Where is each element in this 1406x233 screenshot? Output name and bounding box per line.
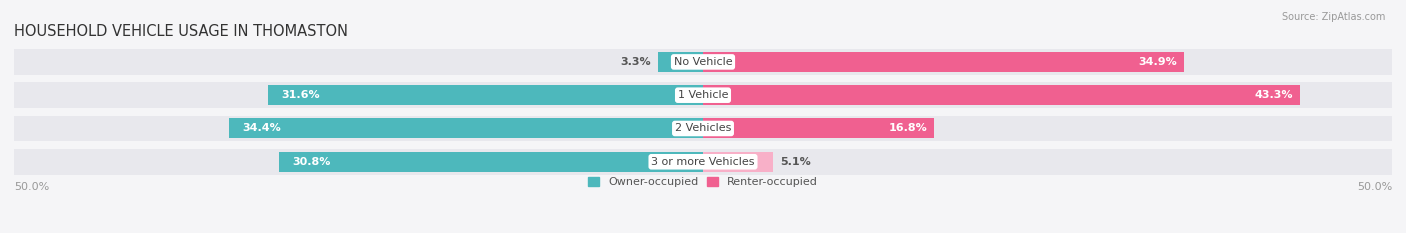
Bar [703,152,773,172]
Text: 2 Vehicles: 2 Vehicles [675,123,731,134]
Text: 1 Vehicle: 1 Vehicle [678,90,728,100]
Text: 31.6%: 31.6% [281,90,321,100]
Bar [703,119,935,138]
Bar [14,49,1392,75]
Bar [267,85,703,105]
Text: 43.3%: 43.3% [1254,90,1292,100]
Text: 50.0%: 50.0% [1357,182,1392,192]
Bar [14,82,1392,108]
Text: 5.1%: 5.1% [780,157,811,167]
Text: 30.8%: 30.8% [292,157,330,167]
Text: No Vehicle: No Vehicle [673,57,733,67]
Text: 3 or more Vehicles: 3 or more Vehicles [651,157,755,167]
Text: 50.0%: 50.0% [14,182,49,192]
Bar [14,116,1392,141]
Legend: Owner-occupied, Renter-occupied: Owner-occupied, Renter-occupied [588,177,818,187]
Text: HOUSEHOLD VEHICLE USAGE IN THOMASTON: HOUSEHOLD VEHICLE USAGE IN THOMASTON [14,24,349,39]
Bar [14,149,1392,175]
Bar [703,52,1184,72]
Text: 34.9%: 34.9% [1139,57,1177,67]
Bar [658,52,703,72]
Bar [229,119,703,138]
Text: 3.3%: 3.3% [620,57,651,67]
Text: 16.8%: 16.8% [889,123,928,134]
Text: Source: ZipAtlas.com: Source: ZipAtlas.com [1281,12,1385,22]
Text: 34.4%: 34.4% [243,123,281,134]
Bar [703,85,1299,105]
Bar [278,152,703,172]
